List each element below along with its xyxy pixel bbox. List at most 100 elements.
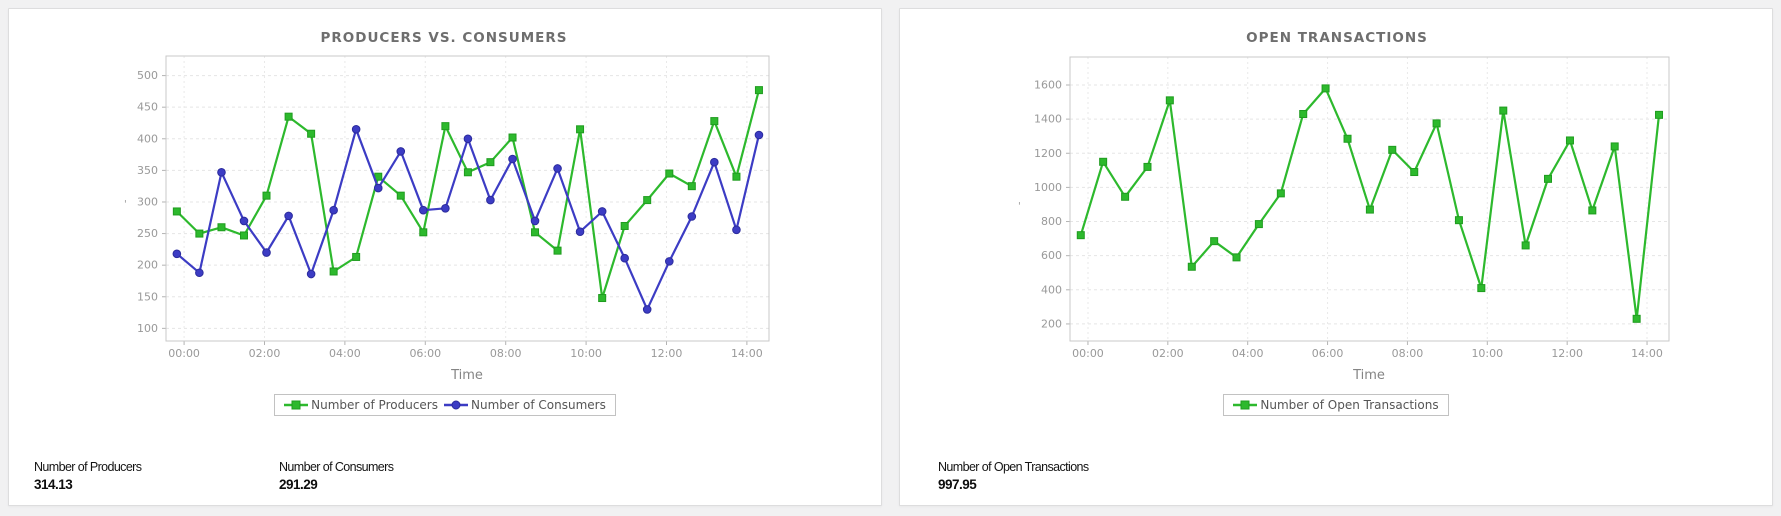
- x-tick-label: 04:00: [329, 347, 361, 360]
- data-point-square: [576, 125, 585, 134]
- legend-item[interactable]: Number of Producers: [284, 398, 438, 412]
- data-point-square: [665, 169, 674, 178]
- legend-item-label: Number of Open Transactions: [1260, 398, 1439, 412]
- data-point-square: [687, 182, 696, 191]
- data-point-circle: [284, 211, 293, 221]
- stats-row: Number of Producers 314.13 Number of Consu…: [34, 460, 524, 493]
- y-tick-label: 400: [137, 132, 158, 145]
- data-point-square: [754, 86, 763, 95]
- data-point-circle: [732, 225, 741, 235]
- legend-marker-square-icon: [284, 400, 309, 410]
- data-point-square: [1499, 106, 1508, 115]
- data-point-circle: [172, 249, 182, 259]
- data-point-square: [172, 207, 181, 216]
- data-point-square: [1254, 220, 1263, 229]
- data-point-square: [463, 168, 472, 177]
- data-point-square: [732, 172, 741, 181]
- x-tick-label: 12:00: [651, 347, 683, 360]
- data-point-square: [1388, 145, 1397, 154]
- data-point-circle: [665, 257, 674, 266]
- data-point-square: [1187, 262, 1196, 271]
- y-tick-label: 1000: [1034, 181, 1062, 194]
- data-point-circle: [508, 154, 517, 164]
- y-tick-label: 200: [137, 259, 158, 272]
- x-axis-label: Time: [1352, 368, 1385, 383]
- summary-stat-value: 997.95: [938, 477, 977, 492]
- data-point-square: [620, 221, 629, 230]
- open-transactions-chart: 200 400 600 800 1000 1200 1400 1600 00:00 02:00 04…: [1018, 30, 1670, 383]
- y-tick-label: 600: [1041, 249, 1062, 262]
- data-point-circle: [486, 195, 495, 205]
- y-tick-label: 100: [137, 322, 158, 335]
- data-point-square: [441, 122, 450, 131]
- data-point-square: [1143, 162, 1152, 171]
- x-tick-label: 04:00: [1232, 347, 1264, 360]
- y-tick-label: 200: [1041, 317, 1062, 330]
- legend-box: Number of Open Transactions: [1223, 394, 1449, 416]
- y-tick-label: 300: [137, 195, 158, 208]
- legend-item[interactable]: Number of Open Transactions: [1233, 398, 1439, 412]
- data-point-square: [329, 267, 338, 276]
- data-point-circle: [530, 216, 540, 226]
- y-tick-label: 1200: [1034, 147, 1062, 160]
- x-tick-label: 02:00: [1152, 347, 1184, 360]
- data-point-circle: [597, 207, 607, 216]
- x-tick-label: 14:00: [731, 347, 763, 360]
- legend-box: Number of Producers Number of Consumers: [274, 394, 616, 416]
- y-tick-label: 350: [137, 164, 158, 177]
- data-point-square: [1432, 119, 1441, 128]
- legend-item[interactable]: Number of Consumers: [443, 398, 606, 412]
- data-point-square: [1454, 216, 1463, 225]
- data-point-square: [1610, 142, 1619, 151]
- data-point-square: [307, 129, 316, 138]
- summary-stat-value: 314.13: [34, 477, 73, 492]
- data-point-square: [1232, 253, 1241, 262]
- data-point-square: [284, 112, 293, 121]
- legend: Number of Open Transactions: [900, 394, 1772, 416]
- x-tick-label: 08:00: [490, 347, 522, 360]
- data-point-square: [1343, 134, 1352, 143]
- x-tick-label: 00:00: [168, 347, 200, 360]
- x-tick-label: 02:00: [249, 347, 281, 360]
- data-point-square: [1588, 206, 1597, 215]
- legend-circle: [451, 400, 461, 410]
- legend-square: [1240, 400, 1250, 410]
- legend-marker-square-icon: [1233, 400, 1258, 410]
- y-tick-label: 1600: [1034, 78, 1062, 91]
- y-tick-label: 250: [137, 227, 158, 240]
- data-point-square: [1410, 168, 1419, 177]
- data-point-circle: [262, 248, 271, 257]
- data-point-circle: [351, 125, 361, 134]
- data-point-circle: [373, 183, 383, 193]
- chart-title: PRODUCERS VS. CONSUMERS: [320, 30, 567, 46]
- summary-stat-label: Number of Consumers: [279, 460, 394, 474]
- data-point-square: [1632, 314, 1641, 323]
- x-tick-label: 00:00: [1072, 347, 1104, 360]
- data-point-square: [486, 158, 495, 167]
- legend: Number of Producers Number of Consumers: [9, 394, 881, 416]
- x-tick-label: 14:00: [1631, 347, 1663, 360]
- data-point-square: [1521, 241, 1530, 250]
- data-point-square: [1565, 136, 1574, 145]
- data-point-square: [262, 191, 271, 200]
- data-point-circle: [239, 216, 249, 226]
- data-point-square: [1365, 205, 1374, 214]
- data-point-square: [419, 228, 428, 237]
- data-point-circle: [441, 203, 450, 213]
- x-tick-label: 08:00: [1392, 347, 1424, 360]
- data-point-circle: [329, 205, 338, 215]
- summary-stat: Number of Producers 314.13: [34, 460, 279, 493]
- panel-producers-consumers: 100 150 200 250 300 350 400 450 500 00:00 02:00 04:…: [8, 8, 882, 506]
- data-point-square: [1477, 284, 1486, 293]
- y-tick-label: 800: [1041, 215, 1062, 228]
- y-tick-label: 500: [137, 69, 158, 82]
- data-point-circle: [642, 305, 652, 314]
- plot-area: 100 150 200 250 300 350 400 450 500 00:00 02:00 04:…: [137, 55, 770, 360]
- y-tick-label: 400: [1041, 283, 1062, 296]
- data-point-square: [710, 117, 719, 126]
- data-point-square: [643, 196, 652, 205]
- data-point-circle: [396, 147, 406, 156]
- data-point-circle: [195, 268, 204, 278]
- summary-stat-label: Number of Open Transactions: [938, 460, 1089, 474]
- y-axis-mark: ': [1018, 201, 1021, 212]
